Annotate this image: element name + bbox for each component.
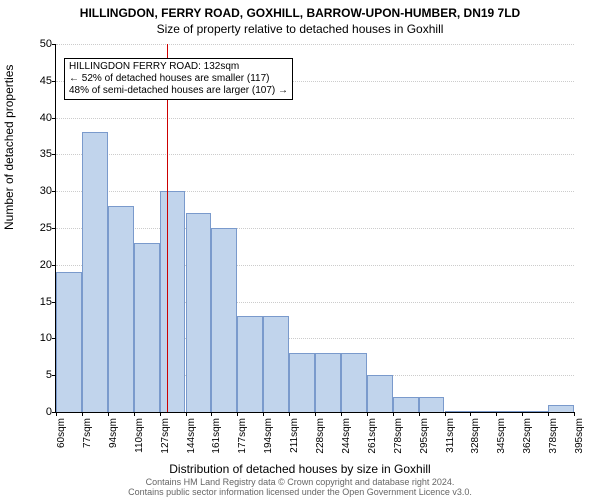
- histogram-bar: [367, 375, 393, 412]
- chart-container: HILLINGDON, FERRY ROAD, GOXHILL, BARROW-…: [0, 0, 600, 500]
- annotation-line: 48% of semi-detached houses are larger (…: [69, 85, 288, 97]
- x-tick-label: 362sqm: [522, 416, 533, 454]
- grid-line: [56, 154, 574, 155]
- histogram-bar: [496, 411, 522, 412]
- annotation-box: HILLINGDON FERRY ROAD: 132sqm← 52% of de…: [64, 58, 293, 100]
- x-tick-mark: [160, 412, 161, 416]
- histogram-bar: [56, 272, 82, 412]
- x-tick-label: 144sqm: [186, 416, 197, 454]
- x-tick-label: 211sqm: [289, 416, 300, 453]
- x-tick-mark: [548, 412, 549, 416]
- x-tick-label: 395sqm: [574, 416, 585, 454]
- grid-line: [56, 228, 574, 229]
- histogram-bar: [82, 132, 108, 412]
- x-tick-label: 228sqm: [315, 416, 326, 454]
- x-tick-mark: [393, 412, 394, 416]
- x-tick-label: 194sqm: [263, 416, 274, 454]
- x-tick-mark: [56, 412, 57, 416]
- histogram-bar: [522, 411, 548, 412]
- x-tick-label: 244sqm: [341, 416, 352, 454]
- histogram-bar: [263, 316, 289, 412]
- x-tick-label: 110sqm: [134, 416, 145, 453]
- x-tick-mark: [341, 412, 342, 416]
- plot-area: 0510152025303540455060sqm77sqm94sqm110sq…: [55, 44, 574, 413]
- x-tick-mark: [289, 412, 290, 416]
- x-tick-mark: [367, 412, 368, 416]
- x-tick-mark: [470, 412, 471, 416]
- x-tick-label: 94sqm: [108, 416, 119, 448]
- histogram-bar: [548, 405, 574, 412]
- x-tick-mark: [134, 412, 135, 416]
- x-tick-mark: [263, 412, 264, 416]
- x-tick-label: 378sqm: [548, 416, 559, 454]
- x-tick-label: 311sqm: [445, 416, 456, 453]
- x-tick-label: 345sqm: [496, 416, 507, 454]
- histogram-bar: [470, 411, 496, 412]
- x-tick-label: 261sqm: [367, 416, 378, 454]
- histogram-bar: [160, 191, 186, 412]
- grid-line: [56, 191, 574, 192]
- x-tick-mark: [522, 412, 523, 416]
- x-tick-label: 278sqm: [393, 416, 404, 454]
- x-tick-mark: [445, 412, 446, 416]
- histogram-bar: [445, 411, 471, 412]
- histogram-bar: [237, 316, 263, 412]
- footer-attribution: Contains HM Land Registry data © Crown c…: [0, 478, 600, 498]
- histogram-bar: [211, 228, 237, 412]
- x-tick-label: 161sqm: [211, 416, 222, 454]
- x-tick-mark: [574, 412, 575, 416]
- grid-line: [56, 118, 574, 119]
- x-tick-label: 60sqm: [56, 416, 67, 448]
- annotation-line: ← 52% of detached houses are smaller (11…: [69, 73, 288, 85]
- x-tick-mark: [211, 412, 212, 416]
- x-tick-label: 328sqm: [470, 416, 481, 454]
- histogram-bar: [134, 243, 160, 412]
- footer-line-2: Contains public sector information licen…: [0, 488, 600, 498]
- histogram-bar: [108, 206, 134, 412]
- histogram-bar: [393, 397, 419, 412]
- x-tick-mark: [186, 412, 187, 416]
- x-tick-mark: [237, 412, 238, 416]
- chart-title: HILLINGDON, FERRY ROAD, GOXHILL, BARROW-…: [0, 0, 600, 20]
- x-tick-label: 77sqm: [82, 416, 93, 448]
- annotation-line: HILLINGDON FERRY ROAD: 132sqm: [69, 61, 288, 73]
- x-tick-mark: [419, 412, 420, 416]
- x-tick-mark: [315, 412, 316, 416]
- x-axis-label: Distribution of detached houses by size …: [0, 462, 600, 476]
- x-tick-label: 127sqm: [160, 416, 171, 454]
- x-tick-label: 295sqm: [419, 416, 430, 454]
- grid-line: [56, 44, 574, 45]
- histogram-bar: [289, 353, 315, 412]
- x-tick-label: 177sqm: [237, 416, 248, 454]
- histogram-bar: [315, 353, 341, 412]
- x-tick-mark: [108, 412, 109, 416]
- x-tick-mark: [82, 412, 83, 416]
- x-tick-mark: [496, 412, 497, 416]
- histogram-bar: [419, 397, 445, 412]
- chart-subtitle: Size of property relative to detached ho…: [0, 20, 600, 36]
- y-axis-label: Number of detached properties: [2, 65, 16, 230]
- histogram-bar: [341, 353, 367, 412]
- histogram-bar: [186, 213, 212, 412]
